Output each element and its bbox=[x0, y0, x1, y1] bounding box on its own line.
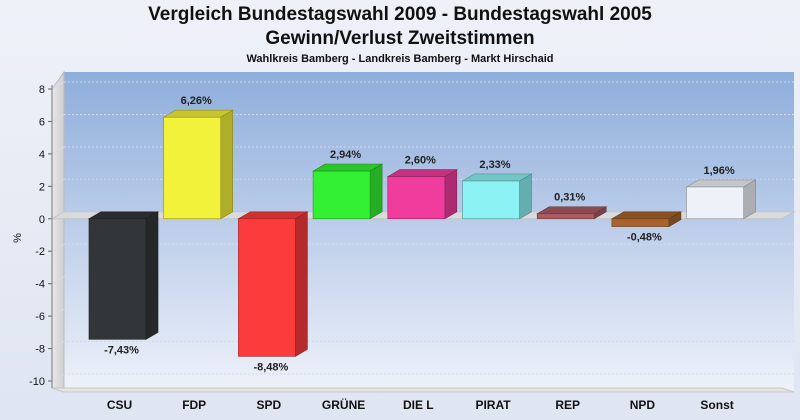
y-tick-label: -10 bbox=[29, 376, 45, 388]
y-tick-label: 6 bbox=[39, 116, 45, 128]
y-tick-label: 2 bbox=[39, 181, 45, 193]
data-label: -8,48% bbox=[253, 361, 288, 373]
x-tick-label: CSU bbox=[107, 398, 132, 412]
data-label: -0,48% bbox=[627, 232, 662, 244]
y-tick-label: -4 bbox=[35, 279, 45, 291]
bar-die-l bbox=[386, 169, 458, 220]
gridline-depth bbox=[51, 81, 65, 90]
x-tick-label: NPD bbox=[630, 398, 656, 412]
y-axis-label: % bbox=[12, 233, 24, 243]
data-label: -7,43% bbox=[104, 344, 139, 356]
bar-front-face bbox=[611, 218, 670, 227]
bar-front-face bbox=[312, 170, 371, 220]
bar-fdp bbox=[162, 109, 234, 220]
gridline-depth bbox=[51, 146, 65, 155]
bar-front-face bbox=[163, 116, 221, 220]
data-label: 1,96% bbox=[703, 165, 734, 177]
gridline-depth bbox=[51, 373, 65, 382]
x-tick-label: FDP bbox=[182, 398, 206, 412]
bar-side-face bbox=[220, 109, 233, 220]
x-tick-label: PIRAT bbox=[475, 398, 511, 412]
bar-side-face bbox=[743, 179, 756, 220]
x-tick-label: Sonst bbox=[700, 398, 733, 412]
plot-floor bbox=[51, 387, 795, 393]
bar-spd bbox=[237, 211, 309, 357]
data-label: 2,33% bbox=[479, 159, 510, 171]
bar-rep bbox=[536, 206, 608, 220]
bar-gr-ne bbox=[311, 163, 384, 220]
gridline-depth bbox=[51, 178, 65, 187]
bar-csu bbox=[87, 211, 160, 340]
bar-side-face bbox=[519, 173, 532, 220]
bar-sonst bbox=[685, 179, 757, 220]
bar-front-face bbox=[88, 218, 147, 340]
bar-front-face bbox=[686, 186, 744, 220]
chart-title: Vergleich Bundestagswahl 2009 - Bundesta… bbox=[148, 4, 652, 25]
chart-title-block: Vergleich Bundestagswahl 2009 - Bundesta… bbox=[0, 0, 800, 67]
gridline-depth bbox=[51, 276, 65, 285]
bar-side-face bbox=[444, 169, 458, 220]
x-tick-label: GRÜNE bbox=[322, 397, 365, 412]
bar-front-face bbox=[387, 176, 446, 220]
chart-title-line2: Gewinn/Verlust Zweitstimmen bbox=[265, 28, 535, 49]
y-tick-label: 4 bbox=[39, 149, 45, 161]
bar-front-face bbox=[462, 180, 520, 220]
x-tick-label: SPD bbox=[257, 398, 282, 412]
y-tick-label: -6 bbox=[35, 311, 45, 323]
data-label: 6,26% bbox=[181, 95, 212, 107]
gridline-depth bbox=[51, 243, 65, 252]
bar-side-face bbox=[295, 211, 308, 357]
chart-subtitle: Wahlkreis Bamberg - Landkreis Bamberg - … bbox=[246, 53, 554, 65]
bar-front-face bbox=[536, 213, 595, 220]
x-tick-label: REP bbox=[555, 398, 580, 412]
bar-side-face bbox=[369, 163, 383, 220]
data-label: 0,31% bbox=[554, 192, 585, 204]
data-label: 2,60% bbox=[405, 155, 436, 167]
bar-pirat bbox=[461, 173, 533, 220]
y-tick-label: -8 bbox=[35, 344, 45, 356]
x-tick-label: DIE L bbox=[403, 398, 434, 412]
gridline-depth bbox=[51, 114, 65, 122]
y-tick-label: 8 bbox=[39, 84, 45, 96]
y-tick-label: -2 bbox=[35, 246, 45, 258]
bar-side-face bbox=[145, 211, 159, 340]
bar-npd bbox=[610, 211, 683, 228]
gridline-depth bbox=[51, 308, 65, 317]
bar-front-face bbox=[238, 218, 296, 357]
y-tick-label: 0 bbox=[39, 214, 45, 226]
gridline-depth bbox=[51, 341, 65, 349]
data-label: 2,94% bbox=[330, 149, 361, 161]
